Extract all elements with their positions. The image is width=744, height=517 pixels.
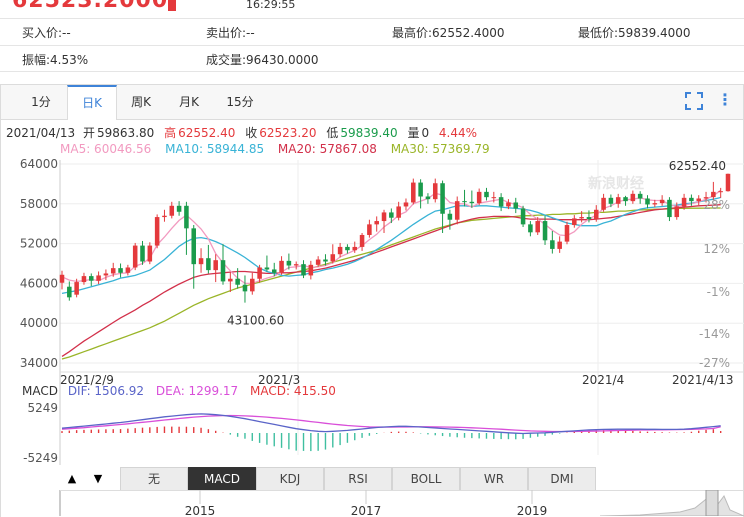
- indicator-tab-none[interactable]: 无: [120, 467, 188, 491]
- macd-value-legend: MACD: 415.50: [250, 384, 336, 398]
- buy-price: 买入价:--: [22, 26, 71, 40]
- tab-monthly-k[interactable]: 月K: [179, 95, 199, 109]
- amplitude: 振幅:4.53%: [22, 53, 89, 67]
- navigator-year-label: 2019: [517, 504, 548, 516]
- ohlc-info-line: 2021/04/13 开 59863.80 高 62552.40 收 62523.20…: [6, 124, 483, 141]
- current-price: 62523.2000: [12, 0, 169, 13]
- close-value: 62523.20: [259, 126, 317, 140]
- navigator-year-label: 2015: [185, 504, 216, 516]
- ohlc-date: 2021/04/13: [6, 126, 76, 140]
- open-label: 开: [83, 126, 96, 140]
- kline-panel: 1分 日K 周K 月K 15分 ⋮: [0, 84, 744, 517]
- overview-navigator[interactable]: 2015 2017 2019: [0, 490, 744, 516]
- sell-price: 卖出价:--: [206, 26, 255, 40]
- low-price: 最低价:59839.4000: [578, 26, 691, 40]
- navigator-year-label: 2017: [351, 504, 382, 516]
- divider: [0, 71, 744, 72]
- ma5-legend: MA5: 60046.56: [60, 142, 152, 156]
- volume: 成交量:96430.0000: [206, 53, 319, 67]
- indicator-tab-wr[interactable]: WR: [460, 467, 528, 491]
- quote-time: 16:29:55: [246, 0, 296, 11]
- vol-value: 0: [421, 126, 430, 140]
- tab-1min[interactable]: 1分: [31, 95, 51, 109]
- high-value: 62552.40: [178, 126, 236, 140]
- open-value: 59863.80: [97, 126, 155, 140]
- dea-legend: DEA: 1299.17: [155, 384, 239, 398]
- low-value: 59839.40: [340, 126, 398, 140]
- navigator-handle[interactable]: [705, 490, 719, 516]
- price-change-marker: [168, 0, 176, 11]
- indicator-tab-boll[interactable]: BOLL: [392, 467, 460, 491]
- high-price: 最高价:62552.4000: [392, 26, 505, 40]
- high-label: 高: [164, 126, 177, 140]
- indicator-tab-macd[interactable]: MACD: [188, 467, 256, 491]
- macd-name: MACD: [22, 384, 58, 398]
- more-options-icon[interactable]: ⋮: [717, 90, 733, 109]
- macd-legend: MACD DIF: 1506.92 DEA: 1299.17 MACD: 415…: [22, 384, 342, 398]
- indicator-tab-rsi[interactable]: RSI: [324, 467, 392, 491]
- indicator-tab-dmi[interactable]: DMI: [528, 467, 596, 491]
- ma30-legend: MA30: 57369.79: [390, 142, 490, 156]
- close-label: 收: [245, 126, 258, 140]
- scroll-up-button[interactable]: ▲: [67, 472, 77, 485]
- indicator-tab-kdj[interactable]: KDJ: [256, 467, 324, 491]
- quote-info-grid: 买入价:-- 卖出价:-- 最高价:62552.4000 最低价:59839.4…: [0, 20, 744, 70]
- vol-label: 量: [407, 126, 420, 140]
- change-pct: 4.44%: [438, 126, 478, 140]
- ma20-legend: MA20: 57867.08: [277, 142, 377, 156]
- dif-legend: DIF: 1506.92: [67, 384, 145, 398]
- scroll-down-button[interactable]: ▼: [93, 472, 103, 485]
- top-quote-bar: 62523.2000 16:29:55: [0, 0, 744, 16]
- navigator-area: [599, 493, 744, 516]
- tab-15min[interactable]: 15分: [226, 95, 254, 109]
- divider: [0, 18, 744, 19]
- low-label: 低: [326, 126, 339, 140]
- fullscreen-icon[interactable]: [684, 91, 704, 111]
- divider: [0, 45, 744, 46]
- tab-daily-k[interactable]: 日K: [67, 85, 117, 120]
- ma10-legend: MA10: 58944.85: [165, 142, 265, 156]
- tab-weekly-k[interactable]: 周K: [131, 95, 151, 109]
- ma-legend: MA5: 60046.56 MA10: 58944.85 MA20: 57867…: [60, 142, 496, 156]
- period-tabs: 1分 日K 周K 月K 15分 ⋮: [1, 85, 743, 120]
